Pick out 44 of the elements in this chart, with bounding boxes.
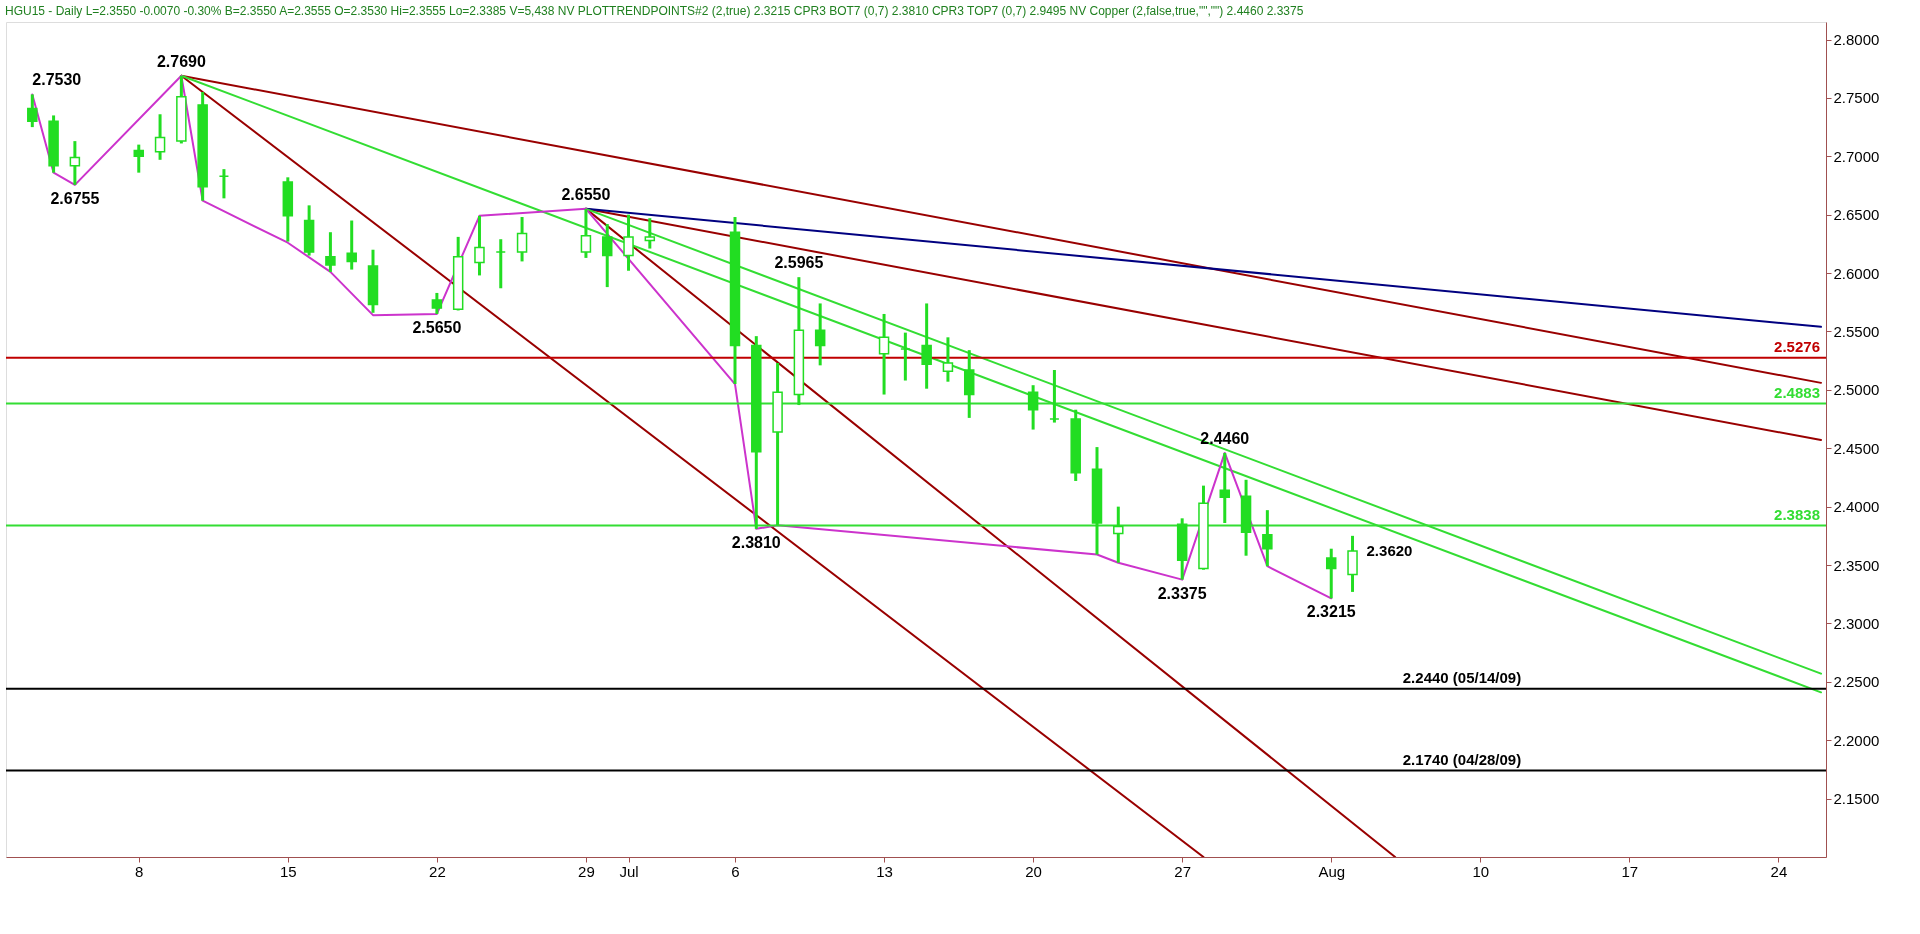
y-tick-label: 2.6500	[1833, 206, 1880, 224]
y-tick-label: 2.3000	[1833, 614, 1880, 632]
annotation: 2.7530	[32, 71, 82, 89]
y-tick-label: 2.7500	[1833, 89, 1880, 107]
ref-line-label: 2.4883	[1774, 383, 1820, 401]
annotation: 2.7690	[156, 52, 206, 70]
x-tick-label: 13	[876, 862, 893, 880]
x-tick-label: 24	[1770, 862, 1788, 880]
y-tick-label: 2.4000	[1833, 498, 1880, 516]
x-tick-label: 22	[429, 862, 446, 880]
annotation: 2.6755	[50, 189, 100, 207]
y-tick-label: 2.4500	[1833, 439, 1880, 457]
y-tick-label: 2.7000	[1833, 147, 1880, 165]
x-tick-label: 27	[1174, 862, 1192, 880]
chart-title: HGU15 - Daily L=2.3550 -0.0070 -0.30% B=2.3550 A=2.3555 O=2.3530 Hi=2.3555 Lo=2.3385 V=5,438 NV PLOTTRENDPOINTS#2 (2,true) 2.3215 CPR3 BOT7 (0,7) 2.3810 CPR3 TOP7 (0,7) 2.9495 NV Copper (2,false,true,"","") 2.4460 2.3375	[5, 4, 1304, 18]
y-tick-label: 2.8000	[1833, 31, 1880, 49]
x-tick-label: Jul	[619, 862, 639, 880]
ref-line-label: 2.5276	[1774, 337, 1820, 355]
y-tick-label: 2.2500	[1833, 673, 1880, 691]
x-tick-label: 17	[1621, 862, 1639, 880]
y-tick-label: 2.2000	[1833, 731, 1880, 749]
annotation: 2.4460	[1200, 429, 1250, 447]
y-tick-label: 2.6000	[1833, 264, 1880, 282]
x-tick-label: 8	[135, 862, 144, 880]
x-tick-label: 6	[731, 862, 740, 880]
x-tick-label: Aug	[1318, 862, 1346, 880]
y-tick-label: 2.1500	[1833, 790, 1880, 808]
ref-line-label: 2.1740 (04/28/09)	[1402, 750, 1522, 768]
annotation: 2.6550	[561, 185, 611, 203]
annotation: 2.3810	[731, 533, 781, 551]
annotation: 2.3620	[1366, 542, 1413, 560]
ref-line-label: 2.2440 (05/14/09)	[1402, 668, 1522, 686]
ref-line-label: 2.3838	[1774, 505, 1820, 523]
y-tick-label: 2.5500	[1833, 322, 1880, 340]
x-tick-label: 15	[279, 862, 297, 880]
annotation: 2.5650	[412, 318, 462, 336]
y-tick-label: 2.3500	[1833, 556, 1880, 574]
annotation: 2.5965	[774, 254, 824, 272]
x-tick-label: 20	[1025, 862, 1042, 880]
x-tick-label: 10	[1472, 862, 1490, 880]
y-tick-label: 2.5000	[1833, 381, 1880, 399]
annotation: 2.3375	[1157, 584, 1207, 602]
annotation: 2.3215	[1306, 603, 1356, 621]
x-tick-label: 29	[578, 862, 595, 880]
